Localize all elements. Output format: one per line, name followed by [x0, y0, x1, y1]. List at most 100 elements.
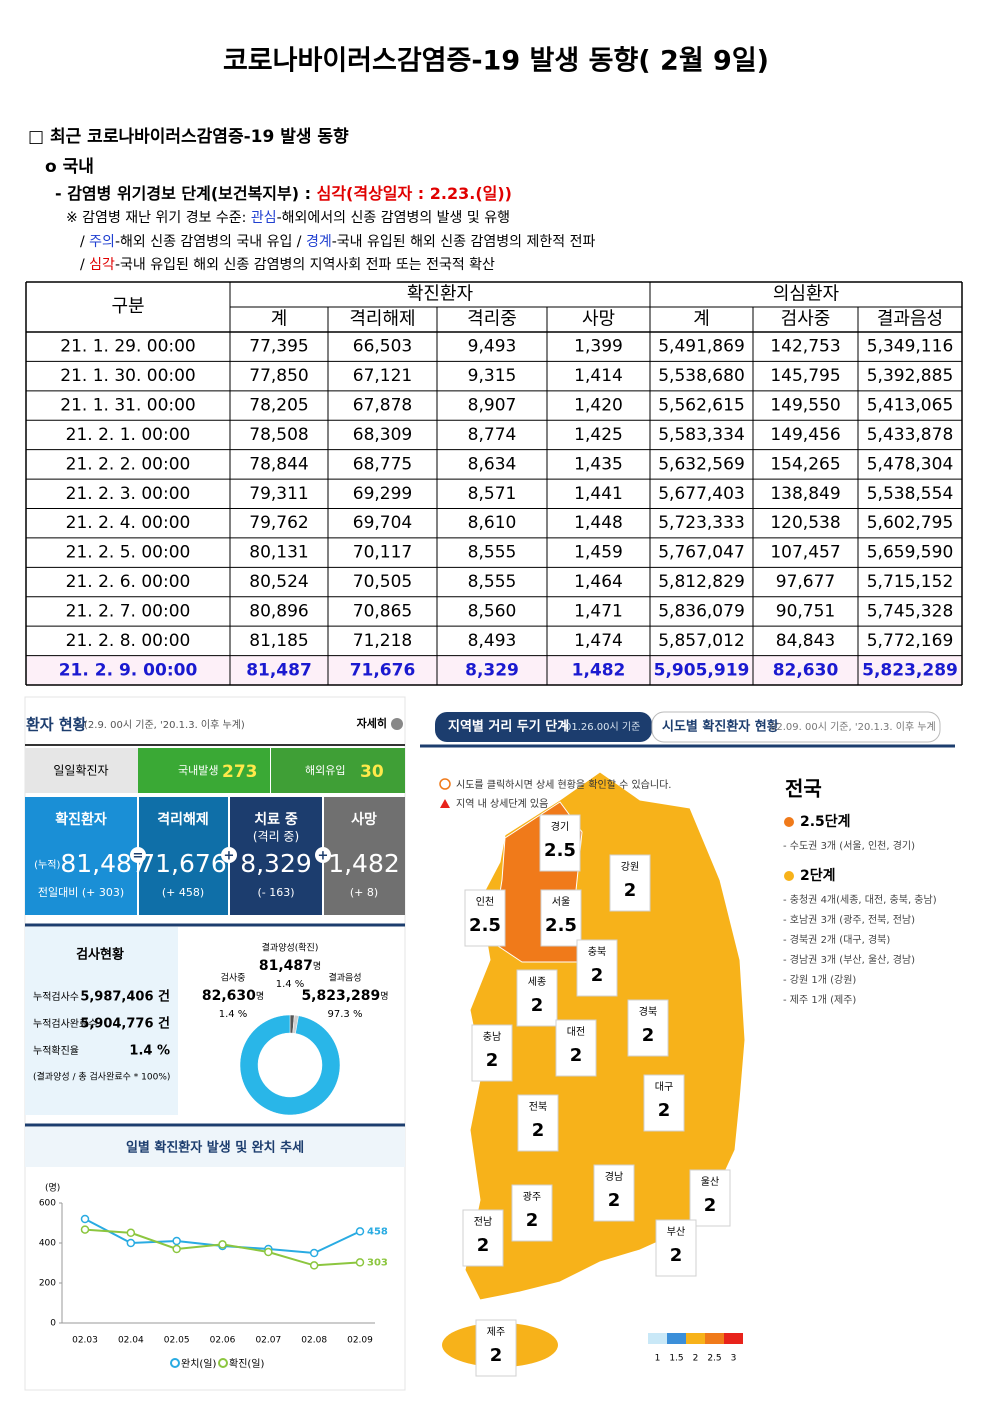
domestic-value: 273	[222, 762, 258, 782]
warn-icon	[440, 799, 450, 808]
region-card[interactable]	[471, 1024, 513, 1082]
operator-bg	[315, 847, 331, 863]
legend-swatch	[667, 1333, 686, 1344]
table-cell: 5,745,328	[867, 601, 954, 621]
region-card[interactable]	[540, 889, 582, 947]
tests-value: 5,987,406 건	[80, 989, 170, 1005]
legend-swatch	[686, 1333, 705, 1344]
region-card[interactable]	[627, 999, 669, 1057]
table-cell: 70,505	[353, 572, 412, 592]
region-card[interactable]	[593, 1164, 635, 1222]
table-cell: 68,309	[353, 425, 412, 445]
series-point	[264, 1247, 273, 1257]
region-card[interactable]	[643, 1074, 685, 1132]
table-cell: 5,433,878	[867, 425, 954, 445]
more-icon[interactable]	[391, 718, 403, 730]
y-tick-label: 0	[50, 1319, 56, 1329]
tests-value: 5,904,776 건	[80, 1016, 170, 1032]
overseas-value: 30	[360, 762, 384, 782]
group-item: - 강원 1개 (강원)	[783, 974, 856, 986]
region-card[interactable]	[517, 1094, 559, 1152]
tests-label: 누적검사완료수	[33, 1018, 97, 1030]
region-card[interactable]	[689, 1169, 731, 1227]
note-line-part: 관심	[251, 210, 277, 226]
series-point	[80, 1214, 90, 1224]
region-level: 2	[624, 880, 637, 901]
region-name: 부산	[667, 1226, 685, 1238]
region-card[interactable]	[609, 854, 651, 912]
group-label: 2.5단계	[800, 813, 851, 830]
overseas-label: 해외유입	[305, 763, 345, 777]
x-tick-label: 02.08	[301, 1336, 327, 1346]
x-tick-label: 02.06	[210, 1336, 236, 1346]
series-point	[126, 1228, 136, 1238]
table-cell: 1,459	[574, 543, 623, 563]
tab-active[interactable]	[435, 712, 652, 742]
table-cell: 5,905,919	[654, 660, 750, 680]
donut-number: 81,487	[259, 958, 313, 974]
table-cell: 1,435	[574, 454, 623, 474]
region-card[interactable]	[555, 1019, 597, 1077]
table-cell: 8,493	[468, 631, 517, 651]
region-level: 2.5	[544, 840, 576, 861]
group-item: - 호남권 3개 (광주, 전북, 전남)	[783, 914, 915, 926]
table-cell: 5,413,065	[867, 396, 954, 416]
table-cell: 5,677,403	[658, 484, 745, 504]
region-name: 제주	[487, 1326, 505, 1338]
table-cell: 149,456	[770, 425, 840, 445]
region-card[interactable]	[464, 889, 506, 947]
region-card[interactable]	[462, 1209, 504, 1267]
table-cell: 21. 1. 30. 00:00	[60, 366, 196, 386]
tab[interactable]	[651, 711, 941, 743]
region-name: 세종	[528, 976, 546, 988]
table-cell: 8,560	[468, 601, 517, 621]
table-cell: 1,399	[574, 337, 623, 357]
table-cell: 8,571	[468, 484, 517, 504]
card-title: 확진환자	[55, 811, 107, 828]
table-cell: 107,457	[770, 543, 840, 563]
tests-title: 검사현황	[76, 947, 124, 963]
region-card[interactable]	[511, 1184, 553, 1242]
end-label: 458	[367, 1226, 388, 1237]
table-cell: 21. 2. 7. 00:00	[66, 601, 191, 621]
table-cell: 8,610	[468, 513, 517, 533]
overseas-box	[271, 748, 405, 793]
donut-label: 결과음성	[328, 973, 361, 984]
region-card[interactable]	[576, 939, 618, 997]
table-column: 검사중	[781, 309, 831, 330]
table-cell: 77,850	[249, 366, 308, 386]
table-cell: 80,896	[249, 601, 308, 621]
table-cell: 5,715,152	[867, 572, 954, 592]
card-prefix: (누적)	[34, 859, 60, 871]
region-card[interactable]	[539, 814, 581, 872]
more-link[interactable]: 자세히	[357, 716, 387, 730]
end-label: 303	[367, 1257, 388, 1268]
region-level: 2.5	[545, 915, 577, 936]
table-cell: 79,311	[249, 484, 308, 504]
group-item: - 충청권 4개(세종, 대전, 충북, 충남)	[783, 894, 937, 906]
note-line-part: 주의	[89, 234, 115, 250]
daily-label: 일일확진자	[53, 764, 108, 778]
last-row-bg	[26, 655, 962, 685]
region-level: 2	[642, 1025, 655, 1046]
table-cell: 5,583,334	[658, 425, 745, 445]
table-cell: 138,849	[770, 484, 840, 504]
table-cell: 82,630	[773, 660, 839, 680]
summary-title: 전국	[785, 777, 822, 801]
table-cell: 5,602,795	[867, 513, 954, 533]
region-card[interactable]	[475, 1319, 517, 1377]
region-card[interactable]	[516, 969, 558, 1027]
table-column: 결과음성	[877, 309, 943, 330]
note-line-part: 심각	[89, 257, 115, 273]
card-change: 전일대비 (+ 303)	[38, 885, 124, 899]
donut-slice	[239, 1014, 341, 1116]
legend-label: 2.5	[707, 1354, 721, 1364]
group-item: - 수도권 3개 (서울, 인천, 경기)	[783, 839, 915, 852]
table-cell: 90,751	[776, 601, 835, 621]
donut-percent: 1.4 %	[276, 979, 305, 990]
region-name: 경북	[639, 1005, 657, 1018]
series-point	[126, 1238, 136, 1248]
region-card[interactable]	[655, 1219, 697, 1277]
table-cell: 68,775	[353, 454, 412, 474]
